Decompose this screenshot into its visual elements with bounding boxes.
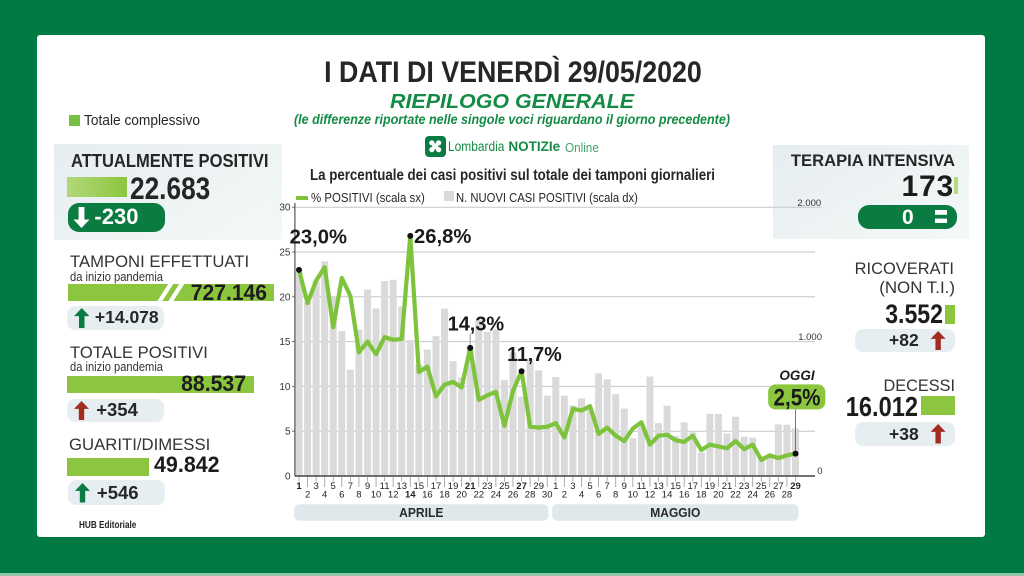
svg-text:10: 10	[628, 489, 639, 500]
svg-text:OGGI: OGGI	[779, 368, 815, 383]
svg-text:16: 16	[679, 489, 690, 500]
svg-text:15: 15	[670, 481, 681, 492]
svg-text:5: 5	[587, 481, 592, 492]
svg-text:11: 11	[380, 481, 390, 492]
svg-text:17: 17	[431, 481, 442, 492]
svg-text:14: 14	[662, 489, 673, 500]
svg-text:6: 6	[596, 489, 601, 500]
svg-text:16: 16	[422, 489, 433, 500]
svg-text:29: 29	[533, 481, 544, 492]
svg-text:4: 4	[579, 489, 584, 500]
svg-text:0: 0	[285, 472, 291, 483]
svg-text:12: 12	[388, 489, 399, 500]
svg-text:29: 29	[790, 481, 801, 492]
svg-text:5: 5	[285, 427, 291, 438]
svg-text:18: 18	[696, 489, 707, 500]
svg-text:28: 28	[782, 489, 793, 500]
svg-text:22: 22	[474, 489, 485, 500]
svg-text:27: 27	[773, 481, 784, 492]
svg-text:20: 20	[456, 489, 467, 500]
svg-text:5: 5	[331, 481, 336, 492]
svg-text:8: 8	[613, 489, 618, 500]
svg-text:12: 12	[645, 489, 656, 500]
svg-text:11: 11	[636, 481, 646, 492]
svg-text:26,8%: 26,8%	[414, 225, 471, 248]
svg-text:1: 1	[553, 481, 558, 492]
svg-text:6: 6	[339, 489, 344, 500]
svg-text:14: 14	[405, 489, 416, 500]
svg-text:7: 7	[605, 481, 610, 492]
svg-text:1.000: 1.000	[798, 332, 822, 343]
svg-text:19: 19	[705, 481, 716, 492]
svg-text:21: 21	[722, 481, 733, 492]
svg-text:13: 13	[653, 481, 664, 492]
svg-text:2.000: 2.000	[797, 198, 821, 209]
svg-text:10: 10	[371, 489, 382, 500]
svg-text:26: 26	[765, 489, 776, 500]
svg-text:20: 20	[713, 489, 724, 500]
svg-text:15: 15	[279, 337, 291, 348]
svg-text:23: 23	[482, 481, 493, 492]
svg-text:28: 28	[525, 489, 536, 500]
svg-text:0: 0	[817, 466, 822, 477]
svg-text:24: 24	[491, 489, 502, 500]
svg-text:3: 3	[313, 481, 318, 492]
svg-text:1: 1	[296, 481, 302, 492]
svg-text:2: 2	[305, 489, 310, 500]
svg-text:10: 10	[279, 382, 291, 393]
svg-text:25: 25	[756, 481, 767, 492]
svg-text:23,0%: 23,0%	[290, 226, 347, 249]
svg-text:13: 13	[396, 481, 407, 492]
svg-text:19: 19	[448, 481, 459, 492]
svg-text:14,3%: 14,3%	[448, 313, 505, 336]
svg-text:9: 9	[622, 481, 627, 492]
svg-text:15: 15	[414, 481, 425, 492]
svg-text:30: 30	[542, 489, 553, 500]
svg-text:7: 7	[348, 481, 353, 492]
svg-text:9: 9	[365, 481, 370, 492]
svg-text:2,5%: 2,5%	[774, 384, 821, 411]
svg-text:25: 25	[499, 481, 510, 492]
svg-text:3: 3	[570, 481, 575, 492]
svg-text:24: 24	[747, 489, 758, 500]
svg-text:11,7%: 11,7%	[507, 343, 562, 366]
svg-text:25: 25	[279, 248, 291, 259]
svg-text:MAGGIO: MAGGIO	[650, 505, 700, 520]
svg-text:2: 2	[562, 489, 567, 500]
svg-text:4: 4	[322, 489, 327, 500]
svg-text:22: 22	[730, 489, 741, 500]
svg-text:APRILE: APRILE	[399, 505, 444, 520]
svg-text:20: 20	[279, 292, 291, 303]
svg-text:18: 18	[439, 489, 450, 500]
svg-text:23: 23	[739, 481, 750, 492]
svg-text:17: 17	[688, 481, 699, 492]
svg-text:27: 27	[516, 481, 527, 492]
svg-text:8: 8	[356, 489, 361, 500]
svg-text:21: 21	[465, 481, 476, 492]
svg-text:30: 30	[279, 203, 291, 214]
svg-text:26: 26	[508, 489, 519, 500]
